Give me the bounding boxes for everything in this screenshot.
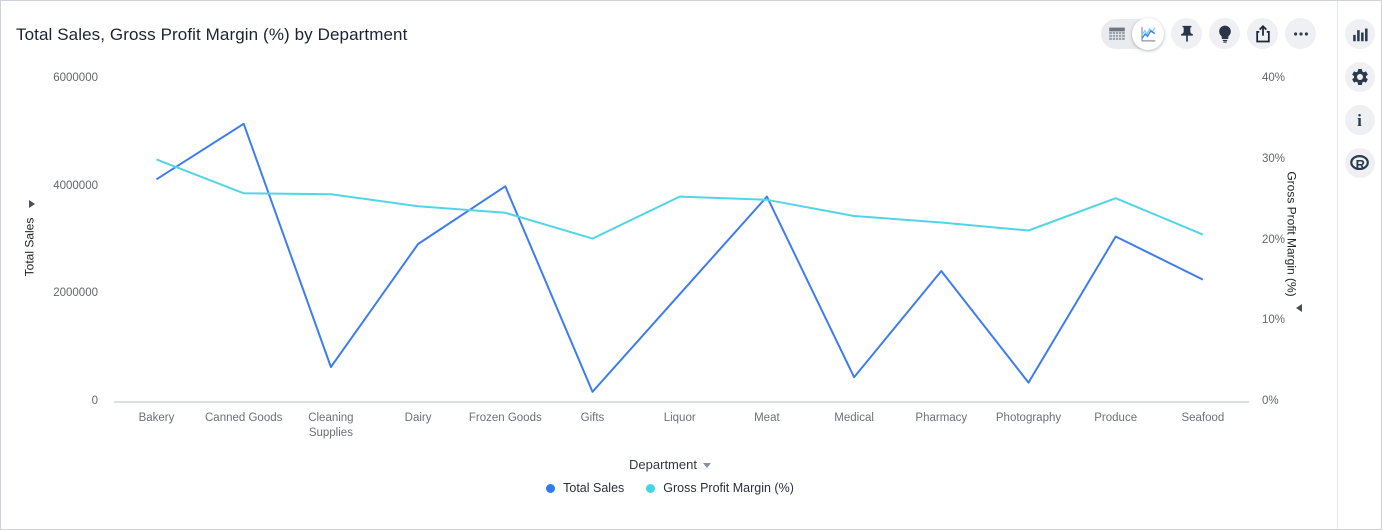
x-axis-field-label[interactable]: Department xyxy=(629,457,697,472)
series-line-0[interactable] xyxy=(155,122,1204,393)
table-glyph xyxy=(1108,27,1125,40)
left-axis-tick: 4000000 xyxy=(53,179,98,192)
chart-canvas[interactable] xyxy=(1,1,1339,530)
x-axis-category-label: Liquor xyxy=(663,412,696,424)
legend-label: Total Sales xyxy=(563,481,625,495)
left-axis-tick: 2000000 xyxy=(53,287,98,300)
pin-glyph xyxy=(1180,25,1193,42)
left-axis-title: Total Sales xyxy=(22,217,37,277)
x-axis-category-label: Gifts xyxy=(580,412,605,424)
x-axis-category-label: Seafood xyxy=(1181,412,1225,424)
x-axis-category-label: Canned Goods xyxy=(205,412,283,424)
widget-toolbar xyxy=(1101,17,1316,50)
ellipsis-icon[interactable] xyxy=(1285,18,1316,49)
r-logo-glyph: R xyxy=(1349,155,1369,172)
legend-item[interactable]: Gross Profit Margin (%) xyxy=(646,481,794,495)
right-axis-tick: 10% xyxy=(1262,314,1286,327)
x-axis-category-label: Photography xyxy=(995,412,1062,424)
left-axis-tick: 0 xyxy=(91,395,98,407)
left-axis-tick: 6000000 xyxy=(53,72,98,84)
lightbulb-icon[interactable] xyxy=(1209,18,1240,49)
right-axis-tick: 20% xyxy=(1262,233,1286,246)
x-axis-field-control: Department xyxy=(1,457,1339,472)
gear-icon[interactable] xyxy=(1344,62,1375,92)
x-axis-category-label: Meat xyxy=(754,412,780,424)
x-axis-category-label: Pharmacy xyxy=(915,412,968,424)
ellipsis-glyph xyxy=(1293,31,1308,36)
pin-icon[interactable] xyxy=(1171,18,1202,49)
svg-text:R: R xyxy=(1355,157,1364,172)
x-axis-category-label: Cleaning Supplies xyxy=(308,412,354,439)
lightbulb-glyph xyxy=(1218,25,1231,43)
r-logo-icon[interactable]: R xyxy=(1344,148,1375,178)
view-toggle xyxy=(1101,17,1164,50)
series-line-1[interactable] xyxy=(156,158,1204,240)
legend-dot-icon xyxy=(646,483,656,493)
x-axis-category-label: Medical xyxy=(834,412,874,424)
gear-glyph xyxy=(1351,69,1368,85)
export-glyph xyxy=(1255,24,1270,42)
legend: Total Sales Gross Profit Margin (%) xyxy=(1,481,1339,495)
bar-chart-glyph xyxy=(1353,28,1368,41)
table-view-icon[interactable] xyxy=(1101,19,1132,49)
bar-chart-icon[interactable] xyxy=(1344,19,1375,49)
x-axis-category-label: Frozen Goods xyxy=(468,412,542,424)
legend-dot-icon xyxy=(546,483,556,493)
page-title: Total Sales, Gross Profit Margin (%) by … xyxy=(16,25,408,44)
line-chart-glyph xyxy=(1141,26,1156,41)
chart-widget: Total Sales, Gross Profit Margin (%) by … xyxy=(1,1,1339,530)
right-axis-title: Gross Profit Margin (%) xyxy=(1284,171,1299,297)
chart-view-icon[interactable] xyxy=(1132,17,1164,50)
x-axis-category-label: Produce xyxy=(1094,412,1138,424)
left-axis-arrow-icon xyxy=(29,200,35,208)
legend-item[interactable]: Total Sales xyxy=(546,481,624,495)
right-axis-arrow-icon xyxy=(1296,304,1302,312)
info-glyph: i xyxy=(1357,110,1362,130)
x-axis-category-label: Bakery xyxy=(138,412,175,424)
legend-label: Gross Profit Margin (%) xyxy=(663,481,794,495)
chevron-down-icon[interactable] xyxy=(702,463,711,468)
export-icon[interactable] xyxy=(1247,18,1278,49)
right-axis-tick: 0% xyxy=(1262,395,1279,407)
right-axis-tick: 40% xyxy=(1262,72,1286,84)
info-icon[interactable]: i xyxy=(1344,105,1375,135)
right-axis-tick: 30% xyxy=(1262,152,1286,165)
side-rail: i R xyxy=(1337,1,1381,529)
x-axis-category-label: Dairy xyxy=(404,412,432,424)
